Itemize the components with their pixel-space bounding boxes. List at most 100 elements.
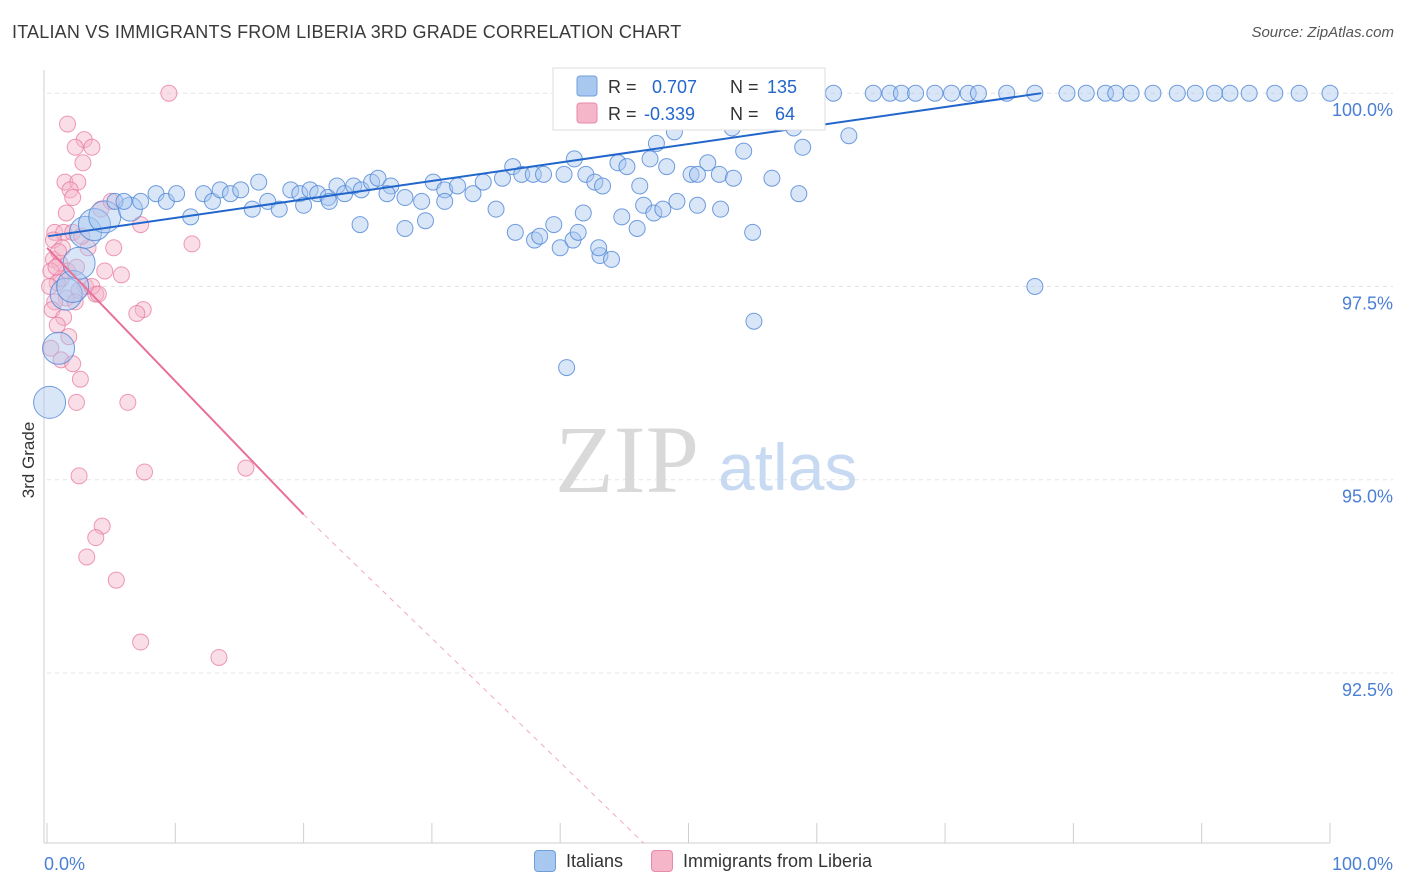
italians-point <box>907 84 925 102</box>
italians-point <box>211 181 229 199</box>
italians-point <box>1026 277 1044 295</box>
italians-point <box>1096 84 1114 102</box>
italians-point <box>745 312 763 330</box>
liberia-points <box>41 84 255 666</box>
italians-point <box>1240 84 1258 102</box>
italians-point <box>603 250 621 268</box>
liberia-point <box>119 393 137 411</box>
italians-point <box>574 204 592 222</box>
watermark: ZIP atlas <box>555 406 857 513</box>
italians-point <box>369 169 387 187</box>
liberia-point <box>128 304 146 322</box>
legend-label-italians: Italians <box>565 850 623 871</box>
italians-point <box>699 154 717 172</box>
x-tick-label-max: 100.0% <box>1332 854 1393 874</box>
stats-r-label-italians: R = <box>608 77 637 97</box>
stats-n-italians: 135 <box>767 77 797 97</box>
italians-point <box>645 204 663 222</box>
legend-item-liberia[interactable]: Immigrants from Liberia <box>650 850 872 872</box>
liberia-point <box>107 571 125 589</box>
italians-point <box>416 212 434 230</box>
italians-point <box>345 177 363 195</box>
liberia-point <box>96 262 114 280</box>
italians-point <box>794 138 812 156</box>
liberia-point <box>183 235 201 253</box>
axes <box>43 70 1330 844</box>
italians-point <box>115 192 133 210</box>
liberia-point <box>87 529 105 547</box>
liberia-point <box>66 138 84 156</box>
italians-point <box>969 84 987 102</box>
italians-point <box>1107 84 1125 102</box>
italians-point <box>641 150 659 168</box>
stats-swatch-italians <box>576 75 598 97</box>
italians-point <box>506 223 524 241</box>
liberia-point <box>112 266 130 284</box>
italians-trend-line <box>48 92 1042 238</box>
italians-point <box>221 185 239 203</box>
italians-point <box>413 192 431 210</box>
liberia-point <box>74 154 92 172</box>
stats-r-label-liberia: R = <box>608 104 637 124</box>
italians-point <box>1206 84 1224 102</box>
italians-point <box>474 173 492 191</box>
italians-point <box>551 239 569 257</box>
italians-point <box>295 196 313 214</box>
italians-point <box>531 227 549 245</box>
italians-point <box>243 200 261 218</box>
italians-point <box>558 359 576 377</box>
italians-point <box>790 185 808 203</box>
legend: Italians Immigrants from Liberia <box>0 850 1406 872</box>
italians-point <box>555 165 573 183</box>
stats-n-label-liberia: N = <box>730 104 759 124</box>
italians-point <box>631 177 649 195</box>
liberia-point <box>41 277 59 295</box>
x-tick-label-min: 0.0% <box>44 854 85 874</box>
liberia-point <box>68 258 86 276</box>
stats-r-liberia: -0.339 <box>644 104 695 124</box>
source-note: Source: ZipAtlas.com <box>1251 24 1394 41</box>
italians-point <box>959 84 977 102</box>
y-tick-labels: 100.0% 97.5% 95.0% 92.5% <box>1332 100 1393 700</box>
italians-point <box>1168 84 1186 102</box>
italians-point <box>613 208 631 226</box>
italians-point <box>1290 84 1308 102</box>
italians-point <box>42 331 76 365</box>
italians-point <box>824 84 842 102</box>
italians-point <box>763 169 781 187</box>
italians-points <box>33 84 1339 419</box>
italians-point <box>688 165 706 183</box>
italians-point <box>168 185 186 203</box>
italians-point <box>232 181 250 199</box>
liberia-point <box>70 467 88 485</box>
liberia-point <box>48 316 66 334</box>
legend-swatch-italians <box>533 850 556 872</box>
italians-point <box>250 173 268 191</box>
italians-point <box>1321 84 1339 102</box>
italians-point <box>618 158 636 176</box>
italians-point <box>56 269 90 303</box>
liberia-point <box>160 84 178 102</box>
liberia-point <box>78 548 96 566</box>
italians-point <box>682 165 700 183</box>
italians-point <box>1266 84 1284 102</box>
liberia-point <box>105 239 123 257</box>
italians-point <box>378 185 396 203</box>
italians-point <box>1144 84 1162 102</box>
liberia-point <box>64 189 82 207</box>
italians-point <box>436 181 454 199</box>
liberia-trend-line <box>46 247 305 516</box>
italians-point <box>881 84 899 102</box>
legend-item-italians[interactable]: Italians <box>533 850 623 872</box>
italians-point <box>535 165 553 183</box>
y-axis-title: 3rd Grade <box>19 422 38 499</box>
italians-point <box>668 192 686 210</box>
italians-point <box>892 84 910 102</box>
italians-point <box>712 200 730 218</box>
italians-point <box>282 181 300 199</box>
italians-point <box>710 165 728 183</box>
watermark-atlas: atlas <box>718 430 857 504</box>
italians-point <box>926 84 944 102</box>
stats-swatch-liberia <box>576 102 598 124</box>
italians-point <box>594 177 612 195</box>
